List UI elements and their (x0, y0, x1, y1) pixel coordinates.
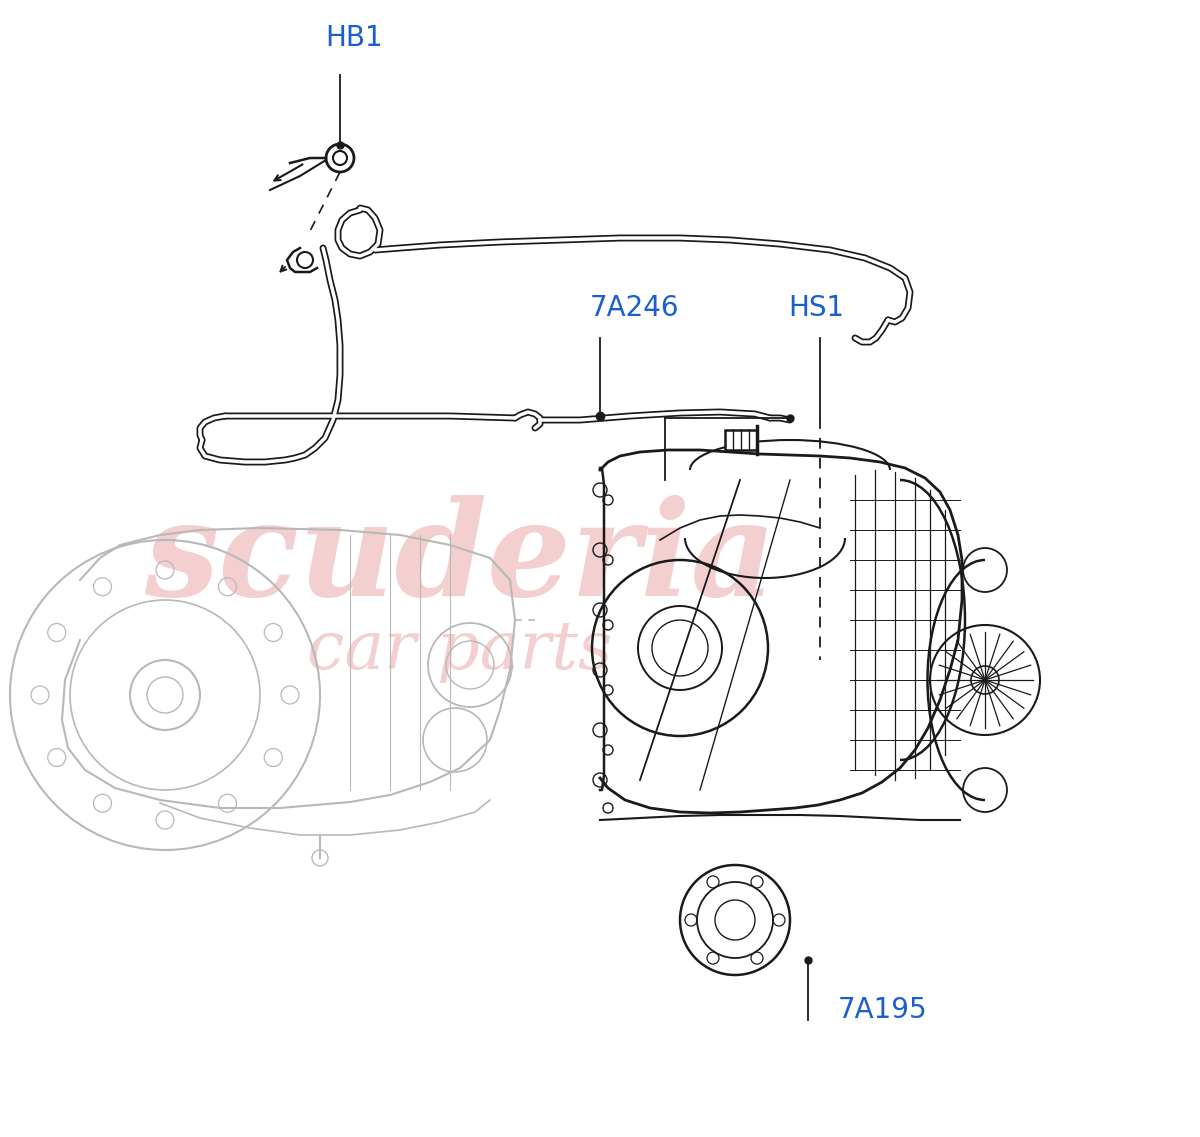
Text: scuderia: scuderia (144, 496, 776, 624)
Text: HS1: HS1 (788, 294, 844, 322)
Text: 7A246: 7A246 (590, 294, 679, 322)
Text: car parts: car parts (307, 617, 613, 682)
FancyBboxPatch shape (725, 430, 757, 450)
Text: HB1: HB1 (325, 24, 383, 52)
Text: 7A195: 7A195 (838, 996, 928, 1024)
